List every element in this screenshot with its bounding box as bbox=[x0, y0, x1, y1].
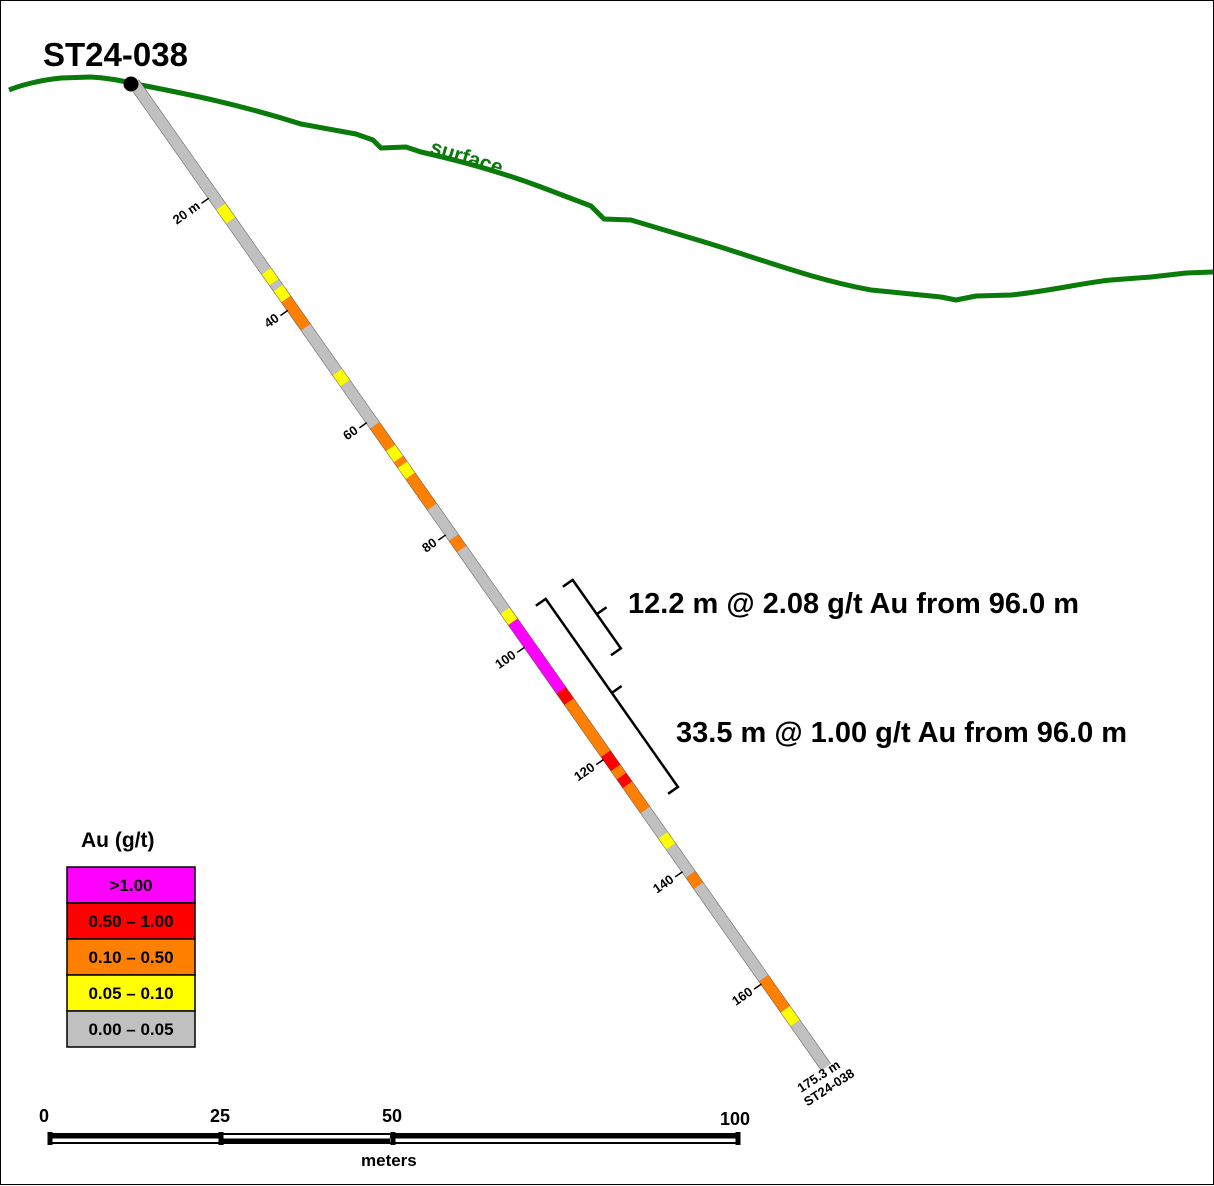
intercept-label-1: 12.2 m @ 2.08 g/t Au from 96.0 m bbox=[628, 588, 1079, 620]
depth-tick bbox=[674, 871, 683, 878]
assay-interval bbox=[273, 284, 291, 303]
assay-interval bbox=[622, 781, 650, 814]
intercept-brackets bbox=[535, 578, 680, 795]
depth-tick bbox=[358, 422, 368, 429]
legend-swatch bbox=[66, 938, 196, 976]
legend-swatch bbox=[66, 974, 196, 1012]
scale-tick-0: 0 bbox=[39, 1106, 49, 1126]
depth-tick bbox=[280, 309, 289, 317]
assay-interval bbox=[500, 607, 518, 626]
assay-interval bbox=[226, 217, 271, 275]
scale-bar-segment-25-50 bbox=[220, 1138, 390, 1143]
depth-tick-label: 80 bbox=[419, 535, 439, 556]
assay-interval bbox=[370, 422, 396, 452]
scale-tick-25: 25 bbox=[210, 1106, 230, 1126]
assay-interval bbox=[301, 324, 342, 376]
legend-label: >1.00 bbox=[109, 876, 152, 895]
assay-interval bbox=[427, 503, 459, 541]
intercept-bracket-leader-1 bbox=[596, 606, 608, 616]
depth-tick-label: 40 bbox=[261, 310, 281, 331]
assay-interval bbox=[397, 461, 415, 480]
scale-unit: meters bbox=[361, 1151, 417, 1170]
assay-interval bbox=[601, 750, 621, 771]
assay-interval bbox=[340, 380, 380, 429]
depth-tick-label: 120 bbox=[571, 759, 597, 784]
intercept-bracket-2 bbox=[535, 597, 680, 795]
hole-id-label: ST24-038 bbox=[43, 36, 188, 73]
assay-interval bbox=[261, 267, 279, 286]
legend-swatch bbox=[66, 866, 196, 904]
scale-tick-50: 50 bbox=[382, 1106, 402, 1126]
depth-tick bbox=[516, 646, 526, 653]
legend-swatch bbox=[66, 902, 196, 940]
assay-interval bbox=[216, 203, 236, 224]
assay-interval bbox=[393, 455, 407, 468]
assay-interval bbox=[269, 279, 283, 292]
assay-interval bbox=[617, 773, 632, 788]
assay-interval bbox=[693, 882, 769, 982]
assay-interval bbox=[611, 764, 627, 780]
assay-interval bbox=[564, 698, 611, 757]
depth-tick bbox=[595, 758, 605, 766]
legend-label: 0.05 – 0.10 bbox=[88, 984, 173, 1003]
assay-interval bbox=[790, 1020, 831, 1071]
legend-title: Au (g/t) bbox=[81, 829, 154, 852]
assay-interval bbox=[508, 618, 566, 694]
scale-bar-segment-50-100 bbox=[390, 1134, 738, 1139]
depth-tick-label: 20 m bbox=[170, 198, 203, 227]
assay-interval bbox=[129, 79, 226, 210]
assay-interval bbox=[449, 534, 467, 553]
depth-tick-label: 140 bbox=[650, 872, 676, 897]
legend-label: 0.10 – 0.50 bbox=[88, 948, 173, 967]
assay-interval bbox=[759, 975, 790, 1013]
depth-tick bbox=[201, 197, 210, 204]
surface-label: surface bbox=[428, 136, 506, 180]
assay-interval bbox=[332, 368, 350, 387]
assay-interval bbox=[405, 472, 437, 510]
legend-label: 0.00 – 0.05 bbox=[88, 1020, 173, 1039]
assay-interval bbox=[658, 832, 676, 850]
drill-trace bbox=[129, 79, 831, 1071]
legend: Au (g/t) >1.00 0.50 – 1.00 0.10 – 0.50 0.05… bbox=[66, 829, 196, 1048]
depth-tick-label: 100 bbox=[492, 647, 518, 672]
surface-line bbox=[8, 74, 1214, 303]
depth-tick bbox=[437, 534, 447, 541]
depth-tick-label: 160 bbox=[729, 984, 755, 1009]
intercept-bracket-1 bbox=[562, 578, 623, 657]
intercept-bracket-leader-2 bbox=[611, 684, 623, 694]
assay-interval bbox=[640, 806, 668, 839]
scale-tick-100: 100 bbox=[720, 1109, 750, 1129]
depth-tick bbox=[753, 983, 762, 990]
depth-tick-label: 60 bbox=[340, 423, 360, 444]
intercept-label-2: 33.5 m @ 1.00 g/t Au from 96.0 m bbox=[676, 717, 1127, 749]
legend-swatch bbox=[66, 1010, 196, 1048]
assay-interval bbox=[666, 843, 696, 878]
scale-bar: 0 25 50 100 meters bbox=[39, 1106, 750, 1170]
legend-rows: >1.00 0.50 – 1.00 0.10 – 0.50 0.05 – 0.10 0.… bbox=[66, 866, 196, 1048]
collar-marker bbox=[123, 76, 139, 92]
legend-label: 0.50 – 1.00 bbox=[88, 912, 173, 931]
assay-interval bbox=[386, 444, 403, 463]
assay-interval bbox=[686, 871, 703, 889]
assay-interval bbox=[556, 687, 574, 705]
assay-interval bbox=[281, 295, 311, 331]
scale-bar-segment-0-25 bbox=[50, 1134, 220, 1139]
assay-interval bbox=[457, 545, 510, 614]
assay-interval bbox=[780, 1006, 800, 1027]
